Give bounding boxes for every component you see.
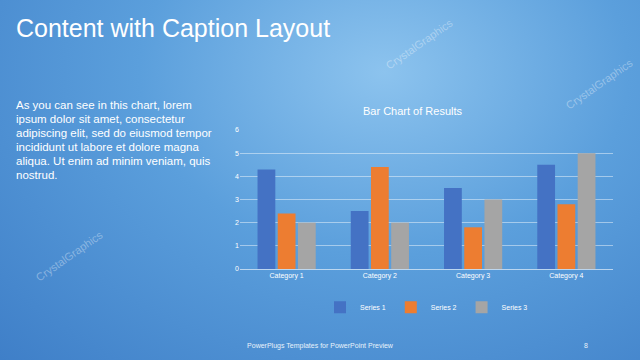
html-text:CrystalGraphics: CrystalGraphics bbox=[383, 16, 455, 72]
svg-text:6: 6 bbox=[235, 126, 239, 133]
html-text:As you can see in this chart,: As you can see in this chart, lorem ipsu… bbox=[16, 99, 212, 181]
svg-text:Category 3: Category 3 bbox=[456, 272, 490, 280]
html-text:Content with Caption Layout: Content with Caption Layout bbox=[16, 14, 331, 42]
html-text:PowerPlugs Templates for Power: PowerPlugs Templates for PowerPoint Prev… bbox=[247, 342, 393, 349]
svg-text:0: 0 bbox=[235, 265, 239, 272]
svg-text:Category 2: Category 2 bbox=[363, 272, 397, 280]
svg-text:Series 3: Series 3 bbox=[502, 304, 528, 311]
html-text:8: 8 bbox=[584, 342, 588, 349]
html-text:CrystalGraphics: CrystalGraphics bbox=[33, 228, 105, 284]
svg-text:4: 4 bbox=[235, 173, 239, 180]
svg-text:5: 5 bbox=[235, 150, 239, 157]
svg-text:Category 4: Category 4 bbox=[549, 272, 583, 280]
html-text:CrystalGraphics: CrystalGraphics bbox=[563, 56, 635, 112]
svg-text:Series 1: Series 1 bbox=[360, 304, 386, 311]
svg-text:1: 1 bbox=[235, 242, 239, 249]
svg-text:Series 2: Series 2 bbox=[431, 304, 457, 311]
svg-text:Bar Chart of Results: Bar Chart of Results bbox=[363, 105, 463, 117]
svg-text:Category 1: Category 1 bbox=[270, 272, 304, 280]
svg-text:3: 3 bbox=[235, 196, 239, 203]
svg-text:2: 2 bbox=[235, 219, 239, 226]
